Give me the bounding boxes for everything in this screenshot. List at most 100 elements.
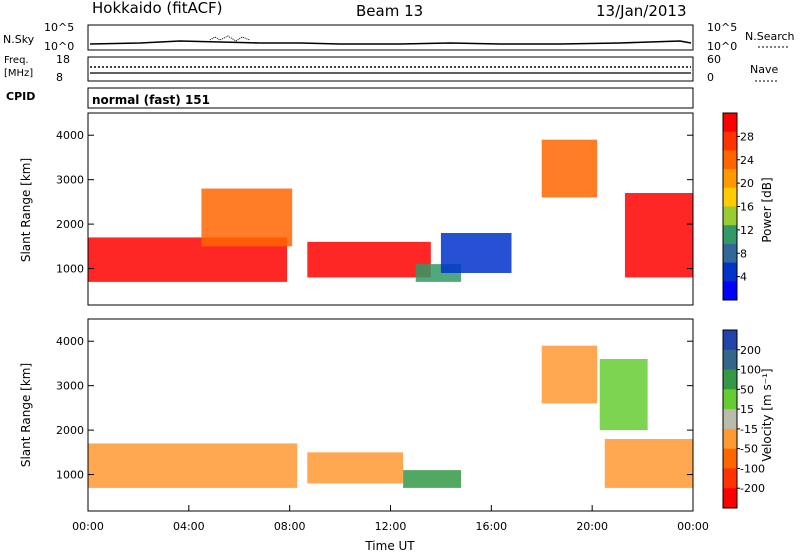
velocity-echo-region-2: [403, 470, 462, 488]
nave-tick-high: 60: [707, 53, 721, 66]
velocity-colorbar-swatch-1: [723, 349, 737, 371]
velocity-colorbar-swatch-2: [723, 369, 737, 390]
power-ytick-label-2: 2000: [56, 218, 84, 231]
velocity-colorbar-label-6: -100: [740, 462, 765, 475]
freq-panel: Freq. [MHz] 18 8 60 0 Nave: [4, 53, 778, 84]
power-ylabel: Slant Range [km]: [19, 158, 33, 262]
nsky-label: N.Sky: [3, 33, 35, 46]
nsearch-tick-high: 10^5: [707, 21, 737, 34]
velocity-colorbar-swatch-7: [723, 468, 737, 489]
velocity-yticks: 4000 3000 2000 1000: [56, 335, 693, 482]
power-colorbar: 28 24 20 16 12 8 4: [722, 112, 754, 301]
velocity-echo-region-0: [88, 443, 298, 488]
power-echo-region-1: [201, 188, 293, 247]
velocity-colorbar-frame: [722, 329, 738, 509]
velocity-xtick-label-4: 16:00: [475, 520, 507, 533]
power-ytick-label-3: 1000: [56, 263, 84, 276]
freq-label: Freq.: [4, 55, 29, 66]
velocity-colorbar-label-3: 15: [740, 403, 754, 416]
velocity-colorbar-swatch-0: [723, 330, 737, 351]
power-colorbar-label-4: 12: [740, 224, 754, 237]
velocity-ytick-label-3: 1000: [56, 469, 84, 482]
velocity-ylabel: Slant Range [km]: [19, 363, 33, 467]
power-colorbar-swatch-9: [723, 281, 737, 301]
velocity-echo-region-5: [599, 359, 648, 431]
velocity-xticks: 00:00 04:00 08:00 12:00 16:00 20:00 00:00: [72, 505, 709, 533]
velocity-echo-region-4: [604, 439, 693, 488]
velocity-colorbar-swatch-8: [723, 488, 737, 509]
freq-tick-low: 8: [56, 71, 63, 84]
velocity-echo-region-3: [541, 345, 598, 404]
nave-tick-low: 0: [707, 71, 714, 84]
power-colorbar-swatch-8: [723, 262, 737, 282]
power-colorbar-swatch-2: [723, 150, 737, 170]
velocity-xtick-label-5: 20:00: [576, 520, 608, 533]
power-colorbar-swatch-0: [723, 113, 737, 133]
noise-panel-frame: [87, 24, 694, 51]
velocity-xtick-label-0: 00:00: [72, 520, 104, 533]
cpid-frame: [87, 87, 694, 109]
velocity-echo-region-1: [307, 452, 404, 484]
velocity-colorbar-label-1: 100: [740, 364, 761, 377]
velocity-colorbar-swatch-3: [723, 389, 737, 410]
power-colorbar-swatch-6: [723, 225, 737, 245]
velocity-colorbar: 200 100 50 15 -15 -50 -100 -200: [722, 329, 765, 509]
velocity-colorbar-label-2: 50: [740, 383, 754, 396]
velocity-colorbar-label: Velocity [m s⁻¹]: [760, 368, 774, 461]
power-colorbar-label-6: 4: [740, 271, 747, 284]
power-colorbar-label-0: 28: [740, 130, 754, 143]
velocity-colorbar-swatch-6: [723, 448, 737, 469]
velocity-ytick-label-2: 2000: [56, 424, 84, 437]
power-colorbar-swatch-1: [723, 131, 737, 151]
velocity-xtick-label-1: 04:00: [173, 520, 205, 533]
velocity-colorbar-label-4: -15: [740, 423, 758, 436]
freq-unit: [MHz]: [4, 68, 33, 79]
velocity-colorbar-swatch-5: [723, 428, 737, 450]
power-ytick-label-1: 3000: [56, 174, 84, 187]
power-echo-region-5: [541, 139, 598, 198]
nsky-trace: [89, 40, 692, 45]
power-colorbar-swatch-7: [723, 243, 737, 264]
power-panel-frame: [87, 112, 694, 306]
cpid-value: normal (fast) 151: [92, 93, 210, 107]
power-colorbar-swatch-3: [723, 169, 737, 189]
velocity-xtick-label-3: 12:00: [375, 520, 407, 533]
noise-panel: N.Sky 10^5 10^0 10^5 10^0 N.Search: [3, 21, 795, 53]
cpid-label: CPID: [6, 90, 35, 103]
velocity-colorbar-label-7: -200: [740, 482, 765, 495]
velocity-ytick-label-0: 4000: [56, 335, 84, 348]
power-colorbar-swatch-4: [723, 187, 737, 207]
power-yticks: 4000 3000 2000 1000: [56, 129, 693, 276]
velocity-ytick-label-1: 3000: [56, 380, 84, 393]
velocity-colorbar-swatch-4: [723, 409, 737, 430]
power-echo-layer: [88, 139, 693, 282]
power-echo-region-6: [624, 193, 693, 278]
power-colorbar-label: Power [dB]: [760, 177, 774, 242]
velocity-colorbar-label-0: 200: [740, 344, 761, 357]
velocity-colorbar-label-5: -50: [740, 443, 758, 456]
freq-tick-high: 18: [56, 53, 70, 66]
power-colorbar-label-5: 8: [740, 247, 747, 260]
velocity-echo-layer: [88, 345, 693, 488]
station-title: Hokkaido (fitACF): [92, 0, 223, 17]
cpid-row: CPID normal (fast) 151: [6, 87, 694, 109]
velocity-panel: 4000 3000 2000 1000 00:00 04:00 08:00 12:00 16:…: [19, 318, 774, 553]
power-colorbar-label-1: 24: [740, 154, 754, 167]
power-echo-region-2: [307, 241, 431, 278]
nsearch-label: N.Search: [745, 30, 795, 43]
velocity-xlabel: Time UT: [364, 539, 415, 553]
freq-panel-frame: [87, 56, 694, 82]
power-colorbar-label-2: 20: [740, 177, 754, 190]
nsky-tick-low: 10^0: [44, 40, 74, 53]
nsky-tick-high: 10^5: [44, 21, 74, 34]
power-ytick-label-0: 4000: [56, 129, 84, 142]
power-panel: 4000 3000 2000 1000 Slant Range [km] 28 24 20…: [19, 112, 774, 306]
power-echo-region-4: [440, 233, 512, 273]
power-colorbar-swatch-5: [723, 206, 737, 226]
velocity-xtick-label-6: 00:00: [677, 520, 709, 533]
power-colorbar-label-3: 16: [740, 201, 754, 214]
beam-title: Beam 13: [356, 2, 423, 20]
date-title: 13/Jan/2013: [596, 2, 687, 20]
nsearch-tick-low: 10^0: [707, 40, 737, 53]
